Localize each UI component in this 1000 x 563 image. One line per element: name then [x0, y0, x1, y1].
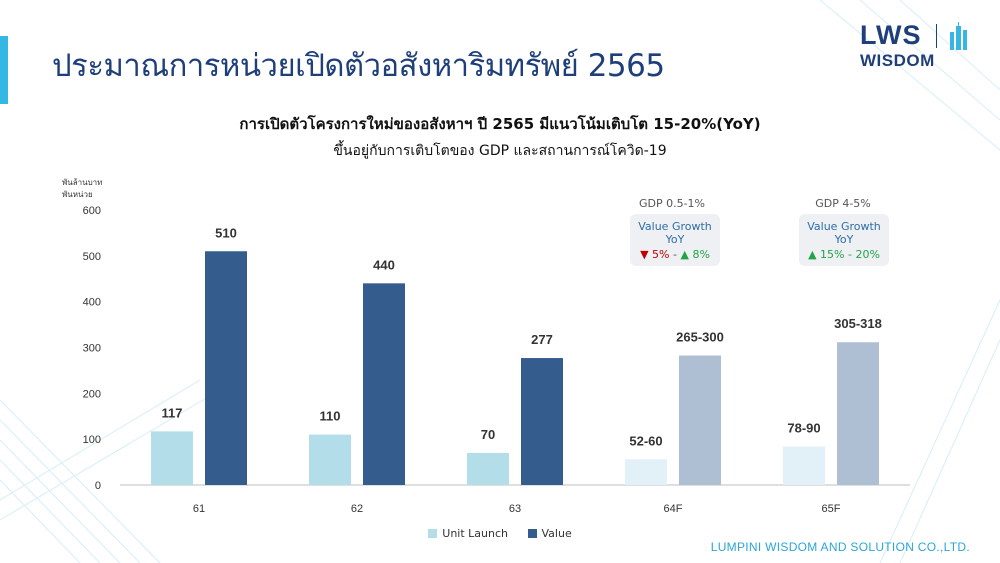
building-skyline-icon — [950, 22, 967, 50]
value-growth-box-64f: Value Growth YoY ▼ 5% - ▲ 8% — [630, 214, 720, 266]
triangle-up-icon: ▲ — [808, 248, 817, 261]
chart-subtitle-2: ขึ้นอยู่กับการเติบโตของ GDP และสถานการณ์… — [333, 143, 667, 159]
bar-value — [837, 342, 879, 485]
legend-swatch-unit-launch — [428, 529, 438, 538]
title-accent-bar — [0, 36, 8, 104]
growth-low: 5% — [652, 248, 670, 261]
bar-value — [521, 358, 563, 485]
bar-unit-launch — [467, 452, 509, 485]
data-label: 117 — [162, 405, 183, 420]
value-growth-line1: Value Growth — [638, 220, 712, 233]
data-label: 510 — [215, 225, 237, 240]
value-growth-box-65f: Value Growth YoY ▲ 15% - 20% — [799, 214, 889, 266]
gdp-label-64f: GDP 0.5-1% — [638, 197, 706, 210]
y-tick-label: 600 — [83, 205, 101, 217]
bar-value — [363, 283, 405, 485]
bar-value — [679, 355, 721, 485]
bar-value — [205, 251, 247, 485]
data-label: 305-318 — [834, 316, 882, 331]
value-growth-line1: Value Growth — [807, 220, 881, 233]
data-label: 277 — [531, 332, 553, 347]
x-tick-label: 65F — [822, 503, 841, 515]
chart-subtitle: การเปิดตัวโครงการใหม่ของอสังหาฯ ปี 2565 … — [239, 115, 761, 133]
data-label: 265-300 — [676, 330, 724, 345]
y-tick-label: 200 — [83, 388, 101, 400]
data-label: 70 — [481, 427, 495, 442]
legend-item-unit-launch: Unit Launch — [428, 527, 508, 540]
y-tick-label: 300 — [83, 343, 101, 355]
logo-text-top: LWS — [860, 20, 922, 50]
y-tick-label: 500 — [83, 251, 101, 263]
y-tick-label: 400 — [83, 297, 101, 309]
data-label: 110 — [320, 409, 341, 424]
logo-separator — [936, 24, 937, 48]
bar-unit-launch — [783, 446, 825, 485]
value-growth-range-65f: ▲ 15% - 20% — [799, 248, 889, 261]
y-tick-label: 0 — [95, 480, 101, 492]
logo-text-bottom: WISDOM — [860, 51, 935, 70]
triangle-down-icon: ▼ — [640, 248, 649, 261]
data-label: 52-60 — [629, 433, 662, 448]
value-growth-line2: YoY — [665, 233, 685, 246]
bar-unit-launch — [309, 434, 351, 485]
bar-unit-launch — [151, 431, 193, 485]
legend-swatch-value — [527, 529, 537, 538]
x-tick-label: 61 — [193, 503, 205, 515]
chart-legend: Unit Launch Value — [0, 526, 1000, 540]
x-tick-label: 62 — [351, 503, 363, 515]
value-growth-line2: YoY — [834, 233, 854, 246]
gdp-label-65f: GDP 4-5% — [815, 197, 871, 210]
company-footer: LUMPINI WISDOM AND SOLUTION CO.,LTD. — [710, 540, 970, 554]
bar-unit-launch — [625, 459, 667, 485]
x-tick-label: 63 — [509, 503, 521, 515]
legend-label-value: Value — [541, 526, 572, 540]
data-label: 440 — [373, 257, 395, 272]
growth-separator: - — [673, 248, 677, 261]
growth-range: 15% - 20% — [820, 248, 880, 261]
y-tick-label: 100 — [83, 434, 101, 446]
legend-label-unit-launch: Unit Launch — [442, 526, 508, 540]
unit-label-value: พันล้านบาท — [62, 178, 103, 187]
x-tick-label: 64F — [664, 503, 683, 515]
page-title: ประมาณการหน่วยเปิดตัวอสังหาริมทรัพย์ 256… — [52, 48, 665, 84]
company-logo: LWS WISDOM — [856, 20, 976, 70]
triangle-up-icon: ▲ — [680, 248, 689, 261]
value-growth-range-64f: ▼ 5% - ▲ 8% — [630, 248, 720, 261]
data-label: 78-90 — [787, 421, 820, 436]
unit-label-units: พันหน่วย — [62, 190, 93, 199]
legend-item-value: Value — [527, 526, 572, 540]
growth-high: 8% — [692, 248, 710, 261]
